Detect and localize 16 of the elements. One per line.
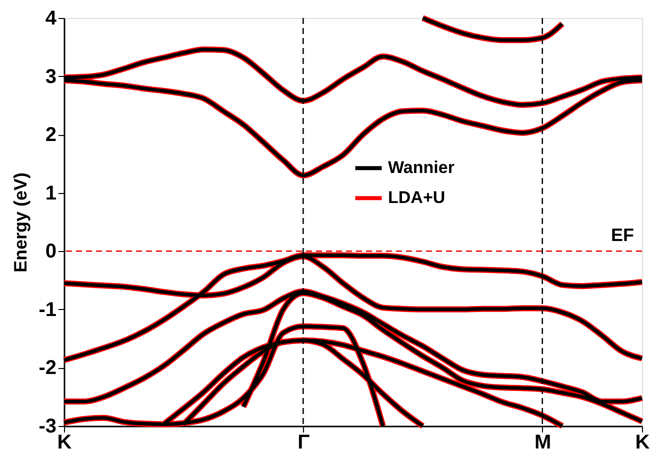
y-tick-label: -3 — [38, 416, 56, 438]
y-tick-label: -2 — [38, 357, 56, 380]
ref-line-label: EF — [610, 225, 634, 246]
y-tick-label: 0 — [45, 240, 56, 263]
x-tick-label: K — [635, 432, 650, 454]
y-tick-label: -1 — [38, 298, 56, 321]
x-tick-label: Γ — [298, 432, 310, 454]
legend-label: Wannier — [388, 158, 455, 178]
y-axis-title: Energy (eV) — [10, 172, 31, 273]
x-tick-label: K — [57, 432, 72, 454]
y-tick-label: 1 — [45, 182, 56, 204]
y-tick-label: 3 — [45, 66, 56, 88]
x-tick-label: M — [534, 432, 552, 454]
y-tick-label: 4 — [45, 8, 58, 30]
y-tick-label: 2 — [45, 124, 56, 146]
legend-label: LDA+U — [388, 188, 446, 208]
